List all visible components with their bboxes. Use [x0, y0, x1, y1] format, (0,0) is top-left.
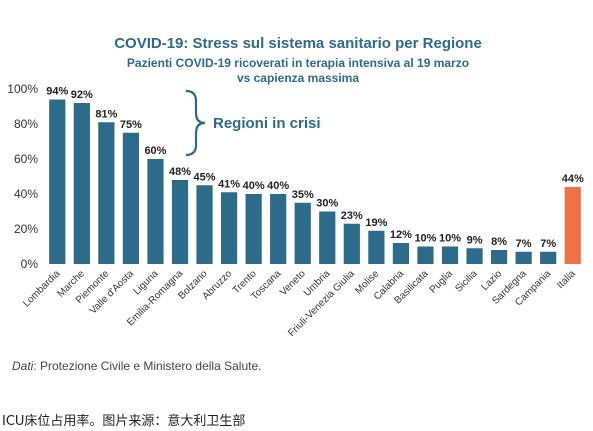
value-label-lombardia: 94% [46, 86, 68, 98]
value-label-umbria: 30% [316, 198, 338, 210]
bar-marche [73, 103, 90, 264]
value-label-calabria: 12% [390, 229, 412, 241]
source-prefix: Dati [12, 359, 34, 373]
bar-lazio [490, 250, 508, 264]
value-label-molise: 19% [365, 217, 387, 229]
bar-umbria [319, 211, 336, 264]
value-label-liguria: 60% [144, 145, 166, 157]
bar-toscana [270, 194, 287, 264]
crisis-annotation: Regioni in crisi [213, 115, 321, 132]
bar-abruzzo [220, 192, 238, 264]
bar-campania [540, 251, 557, 264]
bar-veneto [294, 202, 311, 264]
value-label-italia: 44% [562, 173, 584, 185]
value-label-bolzano: 45% [194, 171, 216, 183]
value-label-sicilia: 9% [467, 234, 483, 246]
value-label-abruzzo: 41% [218, 178, 240, 190]
bars [49, 99, 581, 264]
y-tick-label: 40% [14, 187, 38, 201]
bar-sicilia [466, 248, 483, 264]
bar-trento [245, 194, 262, 264]
chart: COVID-19: Stress sul sistema sanitario p… [7, 35, 584, 373]
bar-lombardia [49, 99, 66, 264]
bar-friuli-venezia-giulia [343, 223, 360, 264]
value-label-toscana: 40% [267, 180, 289, 192]
bar-bolzano [196, 185, 213, 264]
chart-title: COVID-19: Stress sul sistema sanitario p… [114, 35, 482, 52]
value-label-piemonte: 81% [95, 108, 117, 120]
value-label-sardegna: 7% [516, 238, 532, 250]
value-label-emilia-romagna: 48% [169, 166, 191, 178]
source-text: : Protezione Civile e Ministero della Sa… [33, 359, 261, 373]
y-tick-label: 20% [14, 222, 38, 236]
value-label-valle-d-aosta: 75% [120, 119, 142, 131]
bar-piemonte [98, 122, 115, 264]
bar-basilicata [417, 246, 434, 264]
image-caption: ICU床位占用率。图片来源：意大利卫生部 [2, 414, 246, 429]
y-axis: 0% 20% 40% 60% 80% 100% [7, 82, 38, 271]
bar-sardegna [515, 251, 532, 264]
y-tick-label: 100% [7, 82, 38, 96]
x-tick-label-italia: Italia [555, 268, 578, 291]
bar-molise [368, 230, 385, 264]
chart-subtitle-line-1: Pazienti COVID-19 ricoverati in terapia … [127, 56, 469, 70]
bar-emilia-romagna [171, 180, 189, 264]
crisis-brace [185, 89, 206, 157]
y-tick-label: 80% [14, 117, 38, 131]
bar-liguria [147, 159, 164, 264]
value-label-lazio: 8% [491, 236, 507, 248]
value-label-basilicata: 10% [414, 233, 436, 245]
x-tick-label-puglia: Puglia [428, 268, 456, 296]
bar-valle-d-aosta [122, 132, 140, 264]
value-label-veneto: 35% [292, 189, 314, 201]
y-tick-label: 0% [21, 257, 39, 271]
value-labels: 94% 92%81%75%60%48% 45%41% 40% 40%35%30%23%1… [46, 86, 584, 250]
chart-subtitle-line-2: vs capienza massima [237, 71, 359, 85]
value-label-friuli-venezia-giulia: 23% [341, 210, 363, 222]
bar-italia [564, 187, 581, 264]
x-tick-label-sicilia: Sicilia [453, 268, 480, 295]
x-tick-label-lombardia: Lombardia [21, 268, 62, 309]
y-tick-label: 60% [14, 152, 38, 166]
source-note: Dati: Protezione Civile e Ministero dell… [12, 359, 261, 373]
value-label-puglia: 10% [439, 233, 461, 245]
bar-puglia [441, 246, 459, 264]
value-label-marche: 92% [71, 89, 93, 101]
bar-calabria [392, 243, 410, 264]
value-label-campania: 7% [540, 238, 556, 250]
value-label-trento: 40% [243, 180, 265, 192]
